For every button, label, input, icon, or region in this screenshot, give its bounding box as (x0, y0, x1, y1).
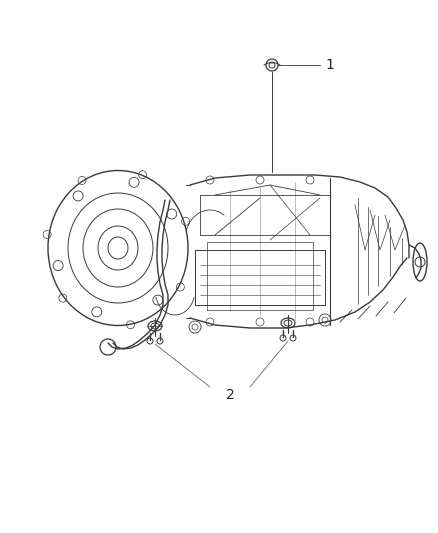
Text: 1: 1 (325, 58, 334, 72)
Text: 2: 2 (226, 388, 234, 402)
